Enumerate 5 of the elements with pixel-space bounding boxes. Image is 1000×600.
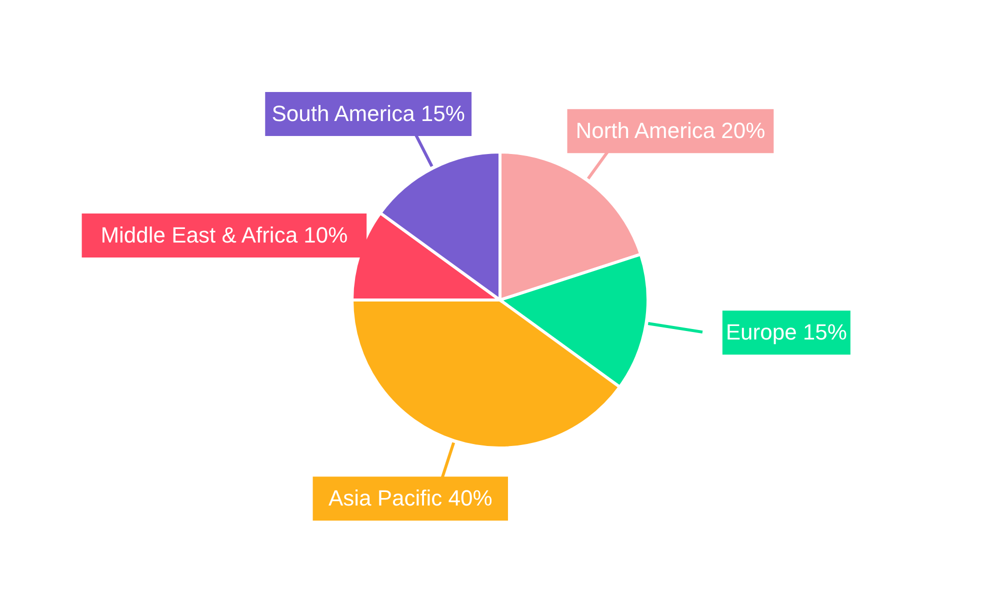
slice-label: Europe 15%	[726, 320, 847, 345]
slice-label: North America 20%	[576, 118, 766, 144]
slice-label: Middle East & Africa 10%	[100, 222, 348, 248]
slice-label: Asia Pacific 40%	[328, 486, 492, 511]
slice-label: South America 15%	[272, 100, 465, 126]
